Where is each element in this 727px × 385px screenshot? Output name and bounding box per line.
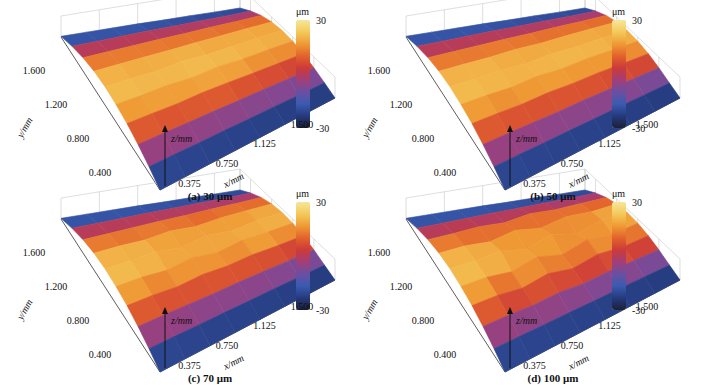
svg-text:μm: μm (612, 188, 625, 199)
svg-text:0.375: 0.375 (523, 360, 546, 371)
svg-text:0.800: 0.800 (67, 315, 90, 326)
svg-text:(c) 70 μm: (c) 70 μm (188, 372, 232, 385)
svg-text:1.500: 1.500 (291, 301, 314, 312)
svg-text:0.800: 0.800 (412, 315, 435, 326)
svg-text:1.500: 1.500 (636, 301, 659, 312)
svg-text:1.600: 1.600 (368, 65, 391, 76)
svg-text:30: 30 (632, 197, 642, 208)
svg-text:1.125: 1.125 (598, 138, 621, 149)
svg-text:μm: μm (612, 6, 625, 17)
svg-text:x/mm: x/mm (565, 352, 590, 372)
svg-text:-30: -30 (316, 123, 329, 134)
svg-text:1.200: 1.200 (45, 99, 68, 110)
svg-text:1.600: 1.600 (23, 65, 46, 76)
svg-text:1.200: 1.200 (45, 281, 68, 292)
svg-text:0.400: 0.400 (434, 349, 457, 360)
svg-text:0.375: 0.375 (178, 178, 201, 189)
svg-text:z/mm: z/mm (515, 133, 537, 144)
svg-text:μm: μm (296, 188, 309, 199)
svg-text:0.400: 0.400 (89, 167, 112, 178)
svg-text:1.200: 1.200 (390, 281, 413, 292)
svg-text:1.125: 1.125 (253, 138, 276, 149)
svg-text:z/mm: z/mm (170, 133, 192, 144)
svg-text:z/mm: z/mm (515, 315, 537, 326)
svg-text:(b) 50 μm: (b) 50 μm (530, 190, 575, 203)
svg-text:0.750: 0.750 (561, 340, 584, 351)
svg-text:1.500: 1.500 (291, 119, 314, 130)
svg-text:0.400: 0.400 (434, 167, 457, 178)
svg-text:y/mm: y/mm (359, 115, 380, 140)
svg-text:x/mm: x/mm (565, 170, 590, 190)
svg-text:0.750: 0.750 (216, 340, 239, 351)
svg-text:0.750: 0.750 (561, 158, 584, 169)
svg-text:30: 30 (316, 197, 326, 208)
svg-text:1.600: 1.600 (23, 247, 46, 258)
svg-text:-30: -30 (316, 305, 329, 316)
svg-text:(a) 30 μm: (a) 30 μm (188, 190, 233, 203)
svg-text:μm: μm (296, 6, 309, 17)
svg-text:1.125: 1.125 (253, 320, 276, 331)
svg-text:0.800: 0.800 (412, 133, 435, 144)
svg-text:1.600: 1.600 (368, 247, 391, 258)
svg-text:x/mm: x/mm (220, 352, 245, 372)
svg-text:30: 30 (316, 15, 326, 26)
svg-text:x/mm: x/mm (220, 170, 245, 190)
svg-text:1.125: 1.125 (598, 320, 621, 331)
svg-text:1.500: 1.500 (636, 119, 659, 130)
svg-text:0.400: 0.400 (89, 349, 112, 360)
svg-text:y/mm: y/mm (14, 297, 35, 322)
svg-text:z/mm: z/mm (170, 315, 192, 326)
svg-text:0.375: 0.375 (178, 360, 201, 371)
svg-text:0.800: 0.800 (67, 133, 90, 144)
svg-text:0.750: 0.750 (216, 158, 239, 169)
svg-text:y/mm: y/mm (359, 297, 380, 322)
svg-text:(d) 100 μm: (d) 100 μm (528, 372, 579, 385)
svg-text:y/mm: y/mm (14, 115, 35, 140)
svg-text:0.375: 0.375 (523, 178, 546, 189)
svg-text:1.200: 1.200 (390, 99, 413, 110)
svg-text:30: 30 (632, 15, 642, 26)
